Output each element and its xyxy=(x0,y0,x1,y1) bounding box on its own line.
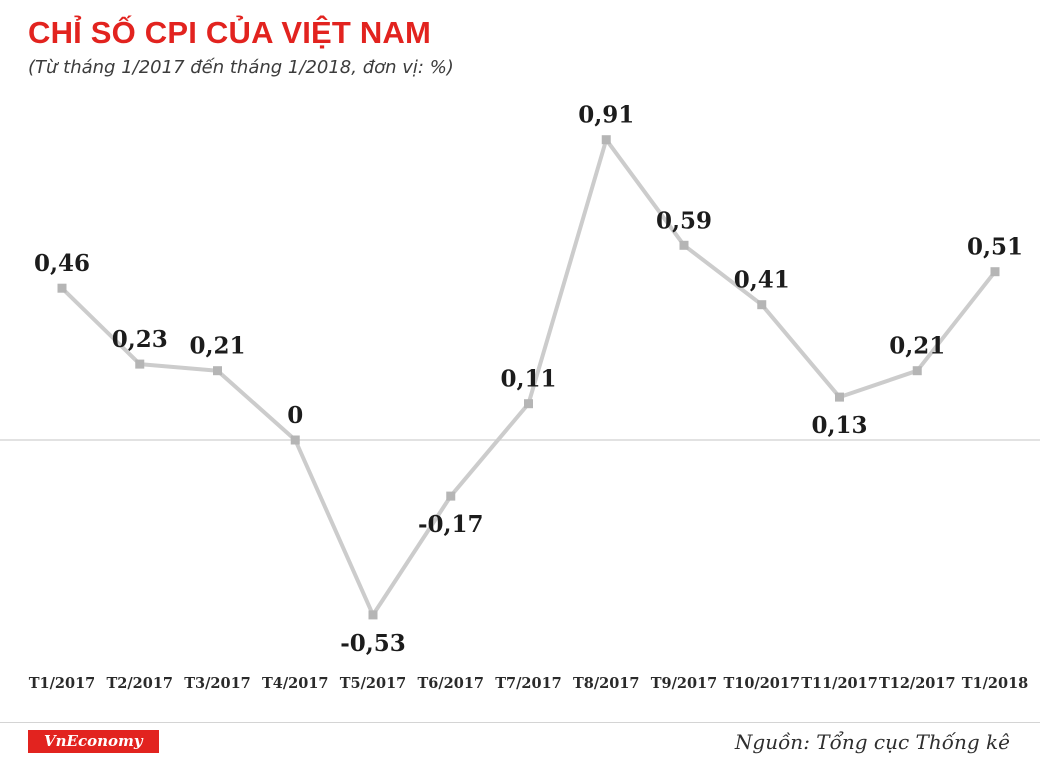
value-label-T8/2017: 0,91 xyxy=(578,102,634,129)
value-label-T11/2017: 0,13 xyxy=(811,412,867,439)
value-label-T5/2017: -0,53 xyxy=(340,630,406,657)
x-axis-label-T2/2017: T2/2017 xyxy=(106,675,173,692)
value-label-T12/2017: 0,21 xyxy=(889,333,945,360)
data-point-marker-T1/2018 xyxy=(990,267,1000,277)
x-axis-label-T4/2017: T4/2017 xyxy=(262,675,329,692)
line-chart: 0,46 0,23 0,21 0 -0,53 -0,17 0,11 0,91 0,59 0,41 0… xyxy=(0,88,1040,722)
data-point-marker-T7/2017 xyxy=(524,399,533,409)
data-point-marker-T8/2017 xyxy=(601,135,611,145)
x-axis-label-T9/2017: T9/2017 xyxy=(651,675,718,692)
value-label-T9/2017: 0,59 xyxy=(656,207,712,234)
data-point-marker-T12/2017 xyxy=(912,366,922,376)
data-point-marker-T5/2017 xyxy=(368,610,378,620)
x-axis-label-T1/2018: T1/2018 xyxy=(962,675,1029,692)
data-point-marker-T1/2017 xyxy=(57,283,67,293)
data-point-marker-T6/2017 xyxy=(446,491,456,501)
x-axis-label-T3/2017: T3/2017 xyxy=(184,675,251,692)
x-axis-label-T11/2017: T11/2017 xyxy=(801,675,878,692)
x-axis-label-T1/2017: T1/2017 xyxy=(29,675,96,692)
x-axis-label-T7/2017: T7/2017 xyxy=(495,675,562,692)
x-axis-label-T6/2017: T6/2017 xyxy=(417,675,484,692)
value-label-T10/2017: 0,41 xyxy=(734,267,790,294)
value-label-T3/2017: 0,21 xyxy=(189,333,245,360)
x-axis-label-T12/2017: T12/2017 xyxy=(879,675,956,692)
value-label-T4/2017: 0 xyxy=(287,402,303,429)
data-point-marker-T2/2017 xyxy=(135,359,145,369)
value-label-T1/2017: 0,46 xyxy=(34,250,90,277)
data-point-marker-T9/2017 xyxy=(679,240,689,250)
footer: VnEconomy Nguồn: Tổng cục Thống kê xyxy=(0,722,1040,760)
value-label-T2/2017: 0,23 xyxy=(112,326,168,353)
page-subtitle: (Từ tháng 1/2017 đến tháng 1/2018, đơn v… xyxy=(28,57,454,79)
cpi-line-chart-svg: 0,46 0,23 0,21 0 -0,53 -0,17 0,11 0,91 0,59 0,41 0… xyxy=(0,102,1040,692)
data-point-marker-T10/2017 xyxy=(757,300,767,310)
source-text: Nguồn: Tổng cục Thống kê xyxy=(734,729,1010,754)
page-title: CHỈ SỐ CPI CỦA VIỆT NAM xyxy=(28,15,432,50)
data-point-marker-T11/2017 xyxy=(835,392,844,402)
data-point-marker-T4/2017 xyxy=(290,435,300,445)
value-label-T6/2017: -0,17 xyxy=(418,511,484,538)
x-axis-label-T10/2017: T10/2017 xyxy=(723,675,800,692)
x-axis-label-T5/2017: T5/2017 xyxy=(340,675,407,692)
value-label-T7/2017: 0,11 xyxy=(500,366,556,393)
x-axis-label-T8/2017: T8/2017 xyxy=(573,675,640,692)
data-point-marker-T3/2017 xyxy=(213,366,222,376)
chart-header: CHỈ SỐ CPI CỦA VIỆT NAM (Từ tháng 1/2017… xyxy=(0,0,1040,88)
vneconomy-logo: VnEconomy xyxy=(28,729,159,754)
value-label-T1/2018: 0,51 xyxy=(967,234,1023,261)
